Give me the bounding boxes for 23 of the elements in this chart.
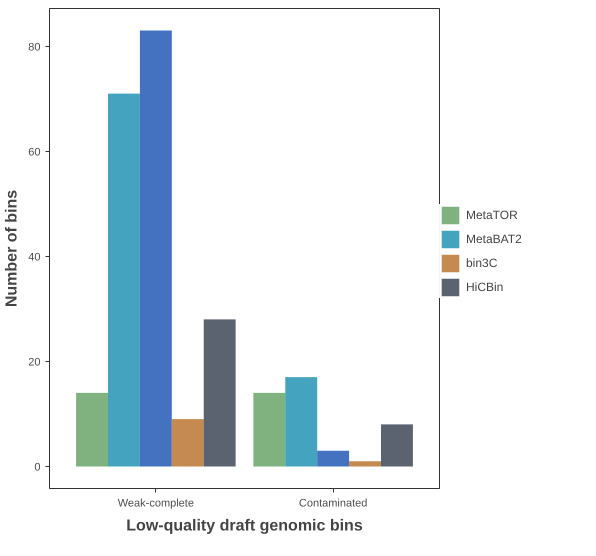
legend-label: bin3C — [466, 256, 498, 270]
x-axis-title: Low-quality draft genomic bins — [126, 518, 363, 534]
bar — [204, 319, 236, 466]
y-axis-title: Number of bins — [3, 190, 20, 308]
bar — [172, 419, 204, 466]
legend-label: MetaTOR — [466, 208, 518, 222]
y-tick-label: 40 — [28, 251, 41, 264]
bar — [76, 392, 108, 466]
bar — [285, 377, 318, 466]
x-tick-label: Weak-complete — [118, 498, 194, 510]
bar — [108, 94, 140, 466]
y-tick-label: 0 — [34, 461, 41, 474]
bar — [381, 424, 413, 466]
legend-label: HiCBin — [466, 280, 504, 294]
x-tick-label: Contaminated — [298, 498, 368, 510]
bar — [253, 392, 286, 466]
bar — [349, 461, 381, 466]
y-tick-label: 20 — [28, 356, 41, 368]
y-tick-label: 80 — [28, 41, 41, 54]
y-tick-label: 60 — [28, 146, 41, 158]
bar — [317, 450, 350, 466]
bar — [140, 30, 172, 466]
legend-label: MetaBAT2 — [466, 232, 522, 246]
